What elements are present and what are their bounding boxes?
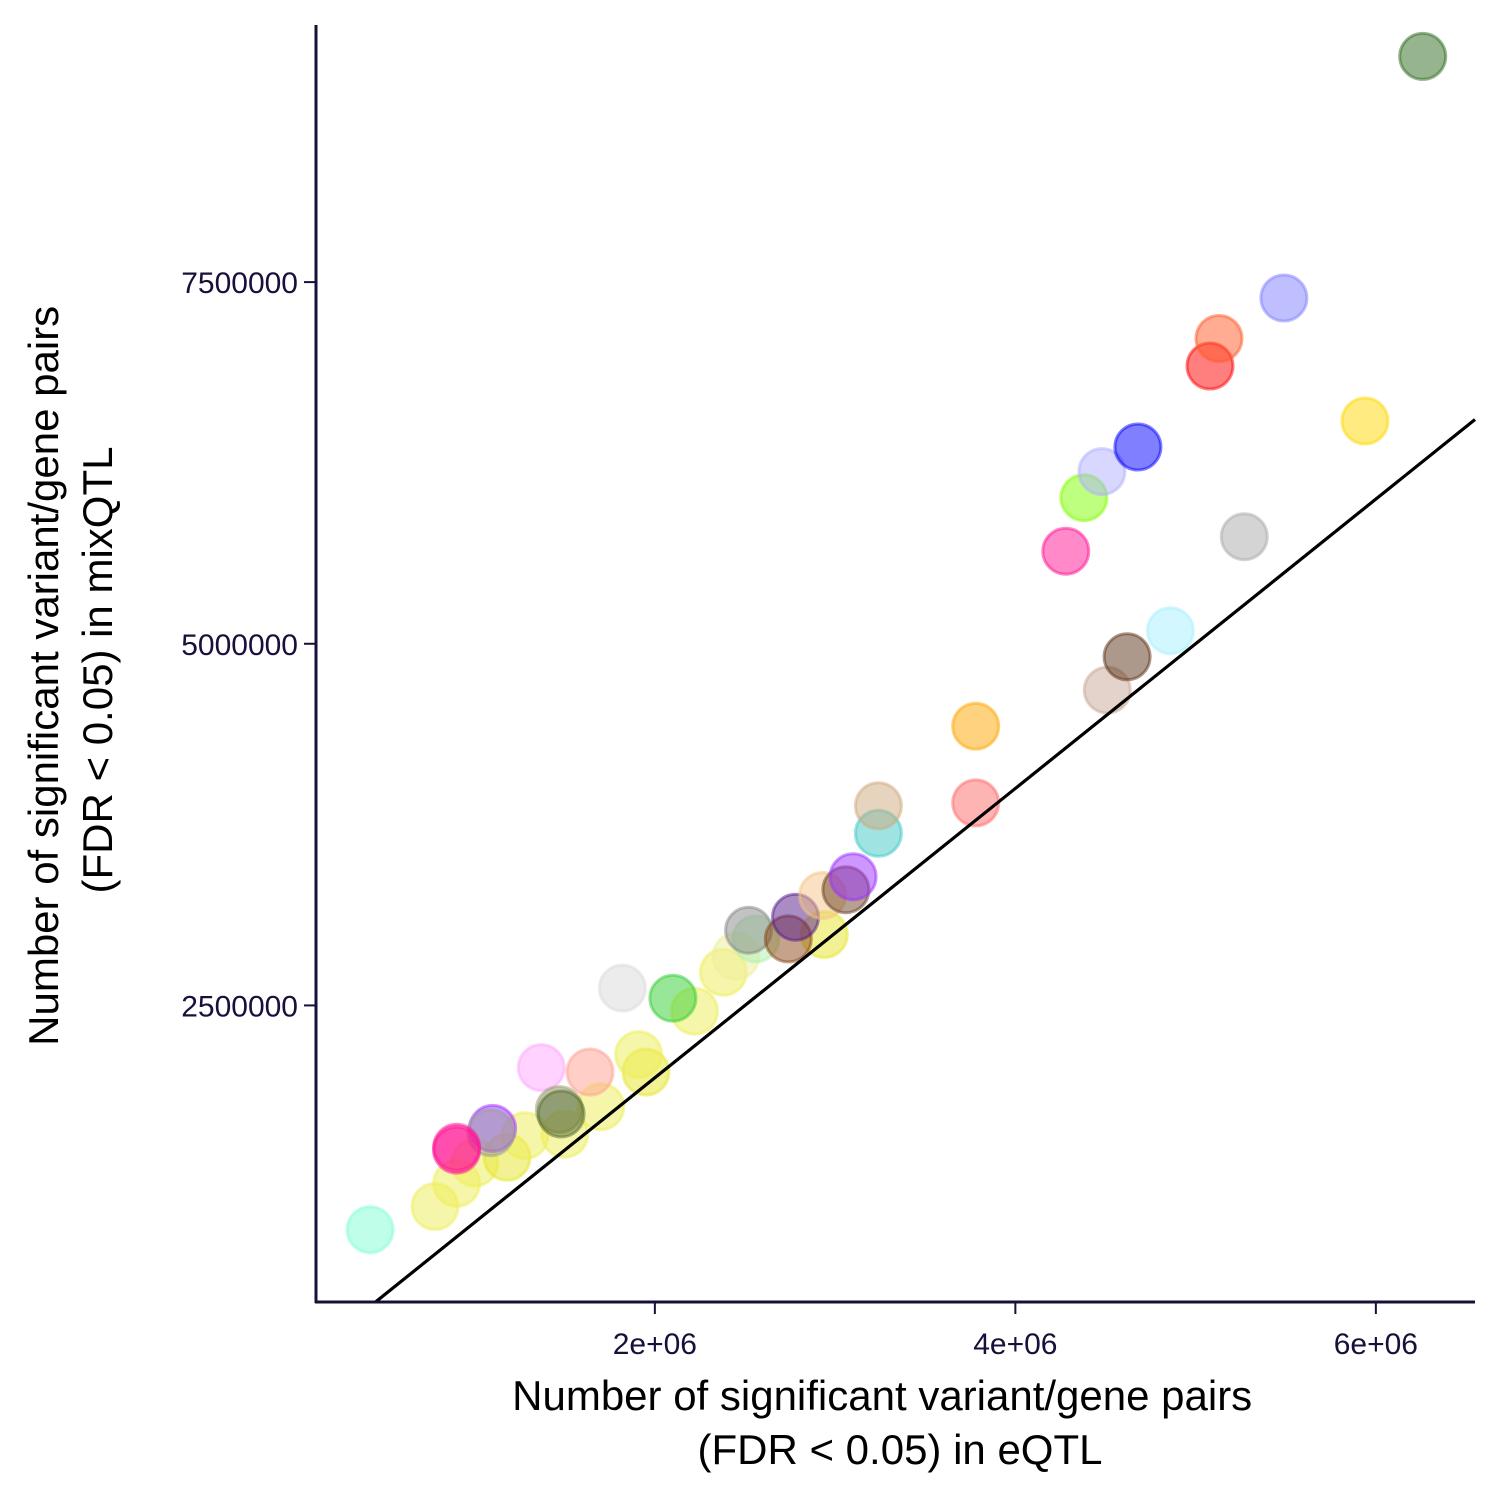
y-tick-label-2: 7500000 — [181, 267, 298, 300]
data-point-9 — [614, 1030, 664, 1080]
x-tick-label-0: 2e+06 — [613, 1328, 697, 1361]
data-point-40 — [516, 1043, 566, 1093]
data-points — [345, 31, 1448, 1255]
data-point-35 — [1259, 273, 1309, 323]
data-point-0 — [345, 1205, 395, 1255]
data-point-34 — [1194, 314, 1244, 363]
data-point-36 — [1340, 396, 1390, 446]
x-tick-label-2: 6e+06 — [1334, 1328, 1418, 1361]
y-axis-title-line-1: Number of significant variant/gene pairs — [20, 306, 67, 1046]
data-point-30 — [1102, 632, 1152, 682]
data-point-25 — [1041, 526, 1091, 576]
x-axis-title: Number of significant variant/gene pairs… — [512, 1372, 1264, 1473]
x-axis-ticks: 2e+06 4e+06 6e+06 — [613, 1302, 1418, 1361]
x-tick-label-1: 4e+06 — [973, 1328, 1057, 1361]
y-axis-ticks: 2500000 5000000 7500000 — [181, 267, 316, 1023]
y-axis-title: Number of significant variant/gene pairs… — [20, 294, 121, 1046]
data-point-37 — [1398, 31, 1448, 81]
y-axis-title-line-2: (FDR < 0.05) in mixQTL — [74, 447, 121, 894]
data-point-24 — [951, 701, 1001, 751]
x-axis-title-line-2: (FDR < 0.05) in eQTL — [698, 1426, 1103, 1473]
data-point-43 — [536, 1089, 586, 1139]
data-point-31 — [1145, 606, 1195, 656]
data-point-41 — [565, 1047, 615, 1097]
data-point-20 — [828, 852, 878, 902]
y-tick-label-1: 5000000 — [181, 629, 298, 662]
x-axis-title-line-1: Number of significant variant/gene pairs — [512, 1372, 1252, 1419]
data-point-28 — [1113, 422, 1163, 472]
data-point-22 — [853, 781, 903, 831]
y-tick-label-0: 2500000 — [181, 990, 298, 1023]
data-point-38 — [597, 963, 647, 1013]
identity-reference-line — [372, 418, 1477, 1302]
data-point-47 — [432, 1125, 482, 1175]
data-point-39 — [648, 973, 698, 1023]
data-point-27 — [1077, 447, 1127, 497]
data-point-15 — [724, 905, 774, 955]
data-point-32 — [1219, 512, 1269, 562]
